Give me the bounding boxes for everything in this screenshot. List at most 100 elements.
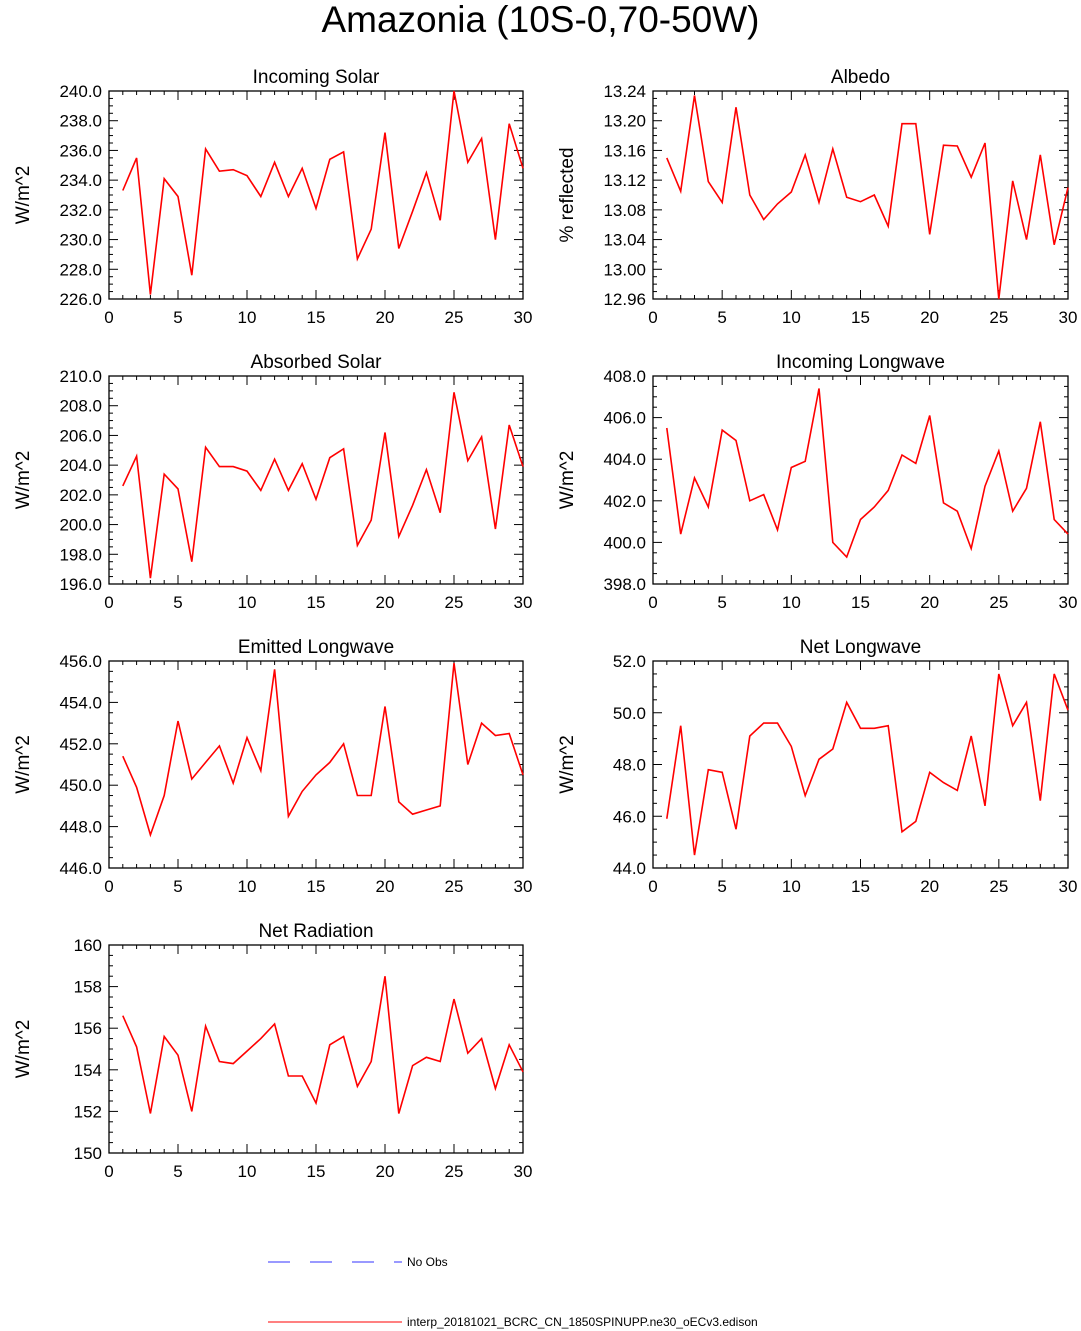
chart-panel: Incoming Solar W/m^2 0 5 10 15 20 25 30 226.0 228.… — [13, 67, 532, 327]
x-tick-label: 10 — [238, 593, 257, 612]
x-tick-label: 5 — [717, 877, 726, 896]
y-tick-label: 240.0 — [59, 82, 102, 101]
y-tick-label: 52.0 — [613, 652, 646, 671]
x-tick-label: 10 — [782, 593, 801, 612]
x-tick-label: 30 — [514, 308, 533, 327]
x-tick-label: 0 — [648, 593, 657, 612]
x-tick-label: 30 — [1059, 593, 1078, 612]
y-tick-label: 200.0 — [59, 516, 102, 535]
y-tick-label: 13.20 — [603, 112, 646, 131]
x-tick-label: 15 — [307, 1162, 326, 1181]
x-tick-label: 25 — [445, 877, 464, 896]
chart-title: Net Longwave — [800, 637, 921, 658]
y-tick-label: 150 — [74, 1144, 102, 1163]
y-tick-label: 44.0 — [613, 859, 646, 878]
series-line — [666, 388, 1069, 559]
x-tick-label: 10 — [238, 1162, 257, 1181]
x-tick-label: 25 — [445, 593, 464, 612]
x-tick-label: 20 — [376, 877, 395, 896]
chart-panel: Incoming Longwave W/m^2 0 5 10 15 20 25 30 398.0 4… — [557, 352, 1077, 612]
y-axis-label: W/m^2 — [557, 451, 578, 510]
x-tick-label: 10 — [782, 308, 801, 327]
y-tick-label: 406.0 — [603, 409, 646, 428]
y-tick-label: 48.0 — [613, 756, 646, 775]
y-tick-label: 234.0 — [59, 171, 102, 190]
series-line — [122, 392, 524, 579]
series-line — [666, 95, 1069, 300]
y-tick-label: 450.0 — [59, 776, 102, 795]
x-tick-label: 0 — [648, 877, 657, 896]
y-tick-label: 13.12 — [603, 171, 646, 190]
x-tick-label: 0 — [648, 308, 657, 327]
y-tick-label: 13.08 — [603, 201, 646, 220]
x-tick-label: 15 — [307, 593, 326, 612]
x-tick-label: 20 — [920, 877, 939, 896]
chart-title: Incoming Longwave — [776, 352, 945, 373]
y-axis-label: W/m^2 — [557, 735, 578, 794]
chart-panel: Emitted Longwave W/m^2 0 5 10 15 20 25 30 446.0 44… — [13, 637, 532, 896]
y-axis-label: % reflected — [557, 147, 578, 242]
chart-panel: Albedo % reflected 0 5 10 15 20 25 30 12.96 13.00 1… — [557, 67, 1077, 327]
chart-panel: Net Longwave W/m^2 0 5 10 15 20 25 30 44.0 46.0 48.… — [557, 637, 1077, 896]
x-tick-label: 25 — [989, 877, 1008, 896]
y-tick-label: 13.04 — [603, 231, 646, 250]
x-tick-label: 20 — [376, 1162, 395, 1181]
y-tick-label: 158 — [74, 978, 102, 997]
chart-panel: Absorbed Solar W/m^2 0 5 10 15 20 25 30 196.0 198.… — [13, 352, 532, 612]
x-tick-label: 0 — [104, 877, 113, 896]
y-tick-label: 398.0 — [603, 575, 646, 594]
x-tick-label: 20 — [920, 593, 939, 612]
y-tick-label: 408.0 — [603, 367, 646, 386]
x-tick-label: 5 — [717, 308, 726, 327]
x-tick-label: 30 — [1059, 877, 1078, 896]
y-tick-label: 154 — [74, 1061, 102, 1080]
x-tick-label: 20 — [920, 308, 939, 327]
x-tick-label: 25 — [445, 308, 464, 327]
y-axis-label: W/m^2 — [13, 735, 34, 794]
y-tick-label: 210.0 — [59, 367, 102, 386]
x-tick-label: 30 — [514, 877, 533, 896]
x-tick-label: 0 — [104, 1162, 113, 1181]
y-tick-label: 196.0 — [59, 575, 102, 594]
chart-title: Net Radiation — [258, 921, 373, 942]
y-tick-label: 160 — [74, 936, 102, 955]
x-tick-label: 20 — [376, 593, 395, 612]
x-tick-label: 25 — [989, 593, 1008, 612]
x-tick-label: 30 — [514, 1162, 533, 1181]
y-tick-label: 448.0 — [59, 818, 102, 837]
x-tick-label: 10 — [238, 308, 257, 327]
y-tick-label: 452.0 — [59, 735, 102, 754]
x-tick-label: 25 — [445, 1162, 464, 1181]
x-tick-label: 0 — [104, 308, 113, 327]
x-tick-label: 0 — [104, 593, 113, 612]
x-tick-label: 5 — [173, 1162, 182, 1181]
x-tick-label: 15 — [851, 308, 870, 327]
x-tick-label: 15 — [307, 308, 326, 327]
y-tick-label: 198.0 — [59, 545, 102, 564]
y-tick-label: 156 — [74, 1019, 102, 1038]
y-tick-label: 46.0 — [613, 807, 646, 826]
y-tick-label: 204.0 — [59, 456, 102, 475]
y-tick-label: 456.0 — [59, 652, 102, 671]
y-axis-label: W/m^2 — [13, 1020, 34, 1079]
series-line — [666, 673, 1069, 856]
y-tick-label: 206.0 — [59, 426, 102, 445]
y-tick-label: 230.0 — [59, 231, 102, 250]
y-tick-label: 232.0 — [59, 201, 102, 220]
chart-title: Incoming Solar — [253, 67, 380, 88]
y-tick-label: 12.96 — [603, 290, 646, 309]
chart-title: Absorbed Solar — [251, 352, 383, 373]
y-tick-label: 208.0 — [59, 397, 102, 416]
page-title: Amazonia (10S-0,70-50W) — [321, 0, 760, 40]
x-tick-label: 10 — [238, 877, 257, 896]
x-tick-label: 5 — [173, 877, 182, 896]
y-tick-label: 404.0 — [603, 450, 646, 469]
chart-panel: Net Radiation W/m^2 0 5 10 15 20 25 30 150 152 154 1… — [13, 921, 532, 1181]
legend-model-label: interp_20181021_BCRC_CN_1850SPINUPP.ne30… — [407, 1315, 758, 1329]
y-tick-label: 152 — [74, 1102, 102, 1121]
y-tick-label: 202.0 — [59, 486, 102, 505]
chart-title: Albedo — [831, 67, 890, 88]
x-tick-label: 30 — [514, 593, 533, 612]
x-tick-label: 30 — [1059, 308, 1078, 327]
